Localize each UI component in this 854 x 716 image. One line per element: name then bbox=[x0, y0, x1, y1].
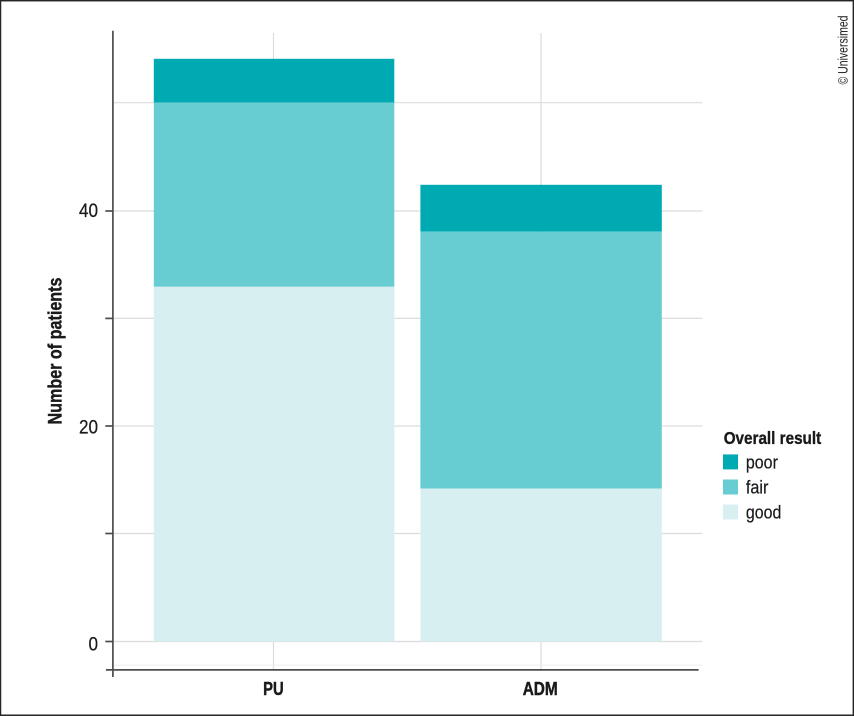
svg-text:fair: fair bbox=[746, 476, 769, 497]
svg-text:Overall result: Overall result bbox=[724, 428, 822, 448]
svg-text:good: good bbox=[746, 501, 782, 522]
svg-text:poor: poor bbox=[746, 451, 778, 472]
svg-text:0: 0 bbox=[89, 633, 99, 655]
svg-text:ADM: ADM bbox=[523, 678, 558, 699]
svg-text:Number of patients: Number of patients bbox=[46, 278, 67, 425]
svg-text:40: 40 bbox=[79, 200, 98, 222]
svg-text:20: 20 bbox=[79, 416, 98, 438]
svg-text:PU: PU bbox=[263, 678, 284, 699]
svg-text:© Universimed: © Universimed bbox=[835, 16, 851, 85]
